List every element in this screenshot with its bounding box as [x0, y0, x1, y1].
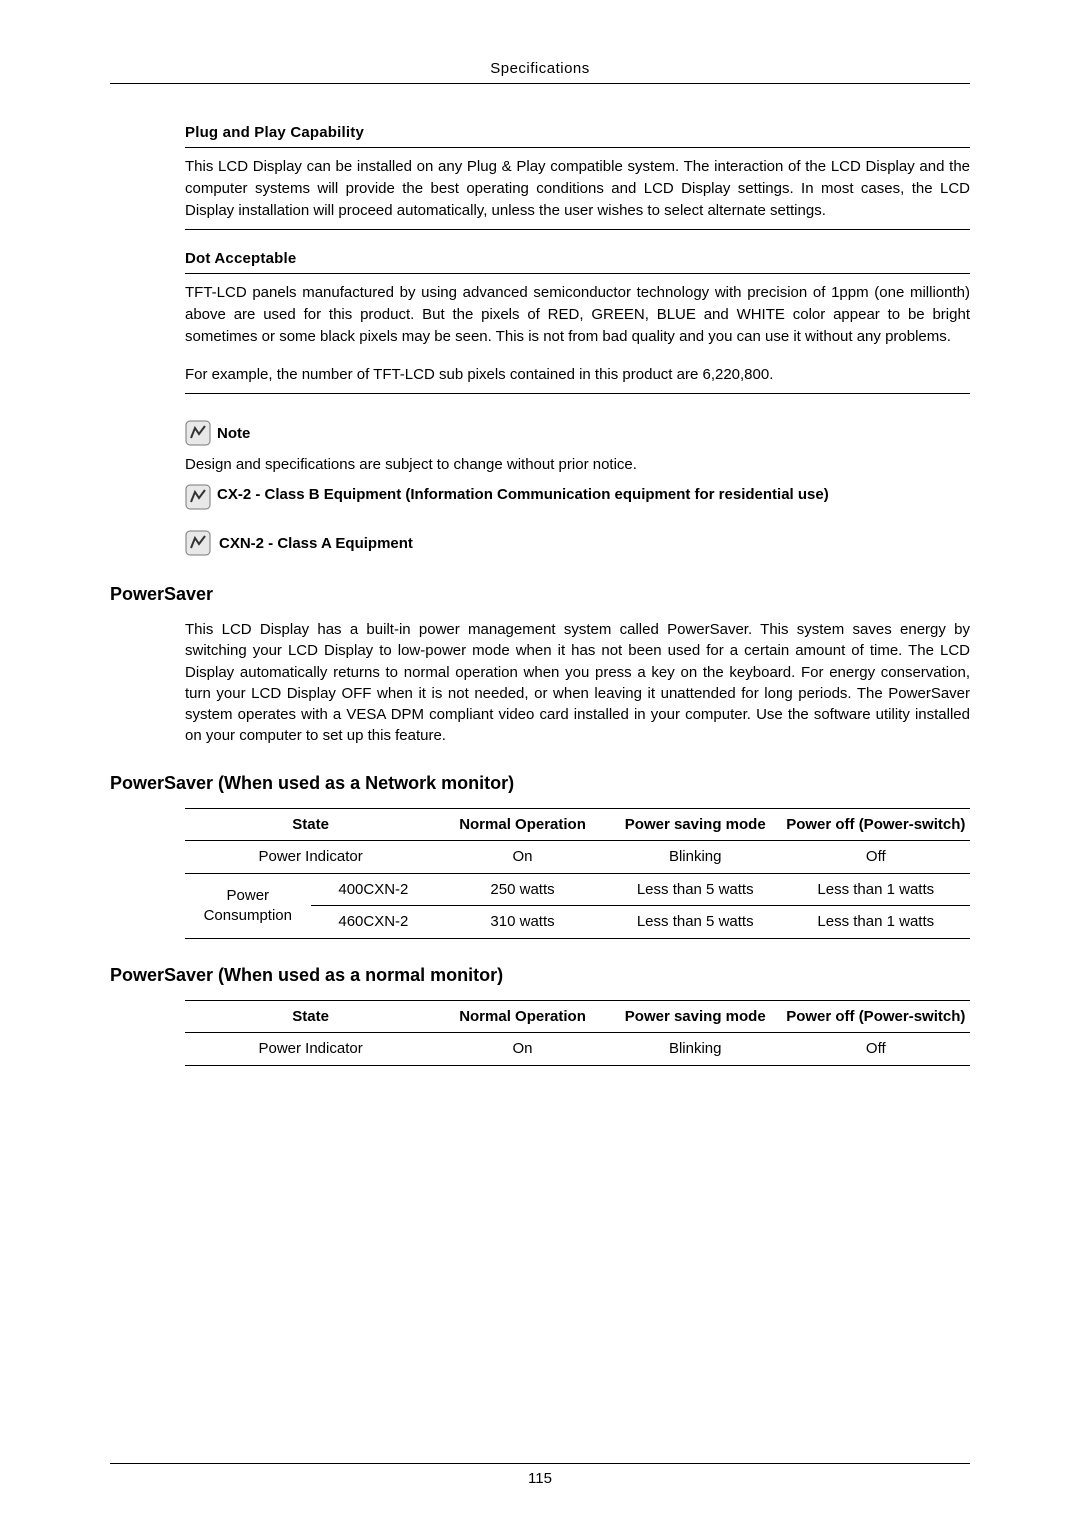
table-row: Power Consumption 400CXN-2 250 watts Les… — [185, 873, 970, 906]
cxn2-line: CXN-2 - Class A Equipment — [185, 530, 970, 556]
cell-off: Less than 1 watts — [782, 906, 970, 939]
dot-acceptable-body-1: TFT-LCD panels manufactured by using adv… — [185, 274, 970, 355]
table2-heading: PowerSaver (When used as a normal monito… — [110, 965, 970, 986]
cell-on: On — [436, 841, 609, 874]
note-icon — [185, 530, 211, 556]
note-block: Note Design and specifications are subje… — [185, 420, 970, 556]
cell-off: Less than 1 watts — [782, 873, 970, 906]
cx2-line: CX-2 - Class B Equipment (Information Co… — [185, 484, 970, 510]
col-off: Power off (Power-switch) — [782, 1000, 970, 1033]
note-icon — [185, 420, 211, 446]
page-number: 115 — [528, 1470, 552, 1487]
note-line: Note — [185, 420, 970, 446]
table-row: Power Indicator On Blinking Off — [185, 841, 970, 874]
note-body: Design and specifications are subject to… — [185, 454, 970, 476]
note-icon — [185, 484, 211, 510]
col-state: State — [185, 808, 436, 841]
page-container: Specifications Plug and Play Capability … — [0, 0, 1080, 1527]
table1-wrap: State Normal Operation Power saving mode… — [185, 808, 970, 939]
cell-normal: 310 watts — [436, 906, 609, 939]
table-row: Power Indicator On Blinking Off — [185, 1033, 970, 1066]
table-row: State Normal Operation Power saving mode… — [185, 808, 970, 841]
cell-on: On — [436, 1033, 609, 1066]
table1-heading: PowerSaver (When used as a Network monit… — [110, 773, 970, 794]
col-normal: Normal Operation — [436, 1000, 609, 1033]
cell-model: 460CXN-2 — [311, 906, 437, 939]
col-saving: Power saving mode — [609, 1000, 782, 1033]
plug-play-heading: Plug and Play Capability — [185, 124, 970, 148]
cxn2-text: CXN-2 - Class A Equipment — [219, 535, 413, 552]
cell-saving: Less than 5 watts — [609, 906, 782, 939]
col-off: Power off (Power-switch) — [782, 808, 970, 841]
dot-acceptable-heading: Dot Acceptable — [185, 250, 970, 274]
col-normal: Normal Operation — [436, 808, 609, 841]
plug-play-body: This LCD Display can be installed on any… — [185, 148, 970, 230]
table-network-monitor: State Normal Operation Power saving mode… — [185, 808, 970, 939]
spec-block-plug-play: Plug and Play Capability This LCD Displa… — [185, 124, 970, 230]
cell-off: Off — [782, 1033, 970, 1066]
cell-off: Off — [782, 841, 970, 874]
cell-model: 400CXN-2 — [311, 873, 437, 906]
col-state: State — [185, 1000, 436, 1033]
cx2-text: CX-2 - Class B Equipment (Information Co… — [217, 484, 829, 507]
page-footer: 115 — [110, 1463, 970, 1487]
table-normal-monitor: State Normal Operation Power saving mode… — [185, 1000, 970, 1066]
cell-blinking: Blinking — [609, 841, 782, 874]
powersaver-body: This LCD Display has a built-in power ma… — [185, 619, 970, 747]
note-label: Note — [217, 425, 250, 442]
table2-wrap: State Normal Operation Power saving mode… — [185, 1000, 970, 1066]
col-saving: Power saving mode — [609, 808, 782, 841]
running-head: Specifications — [110, 60, 970, 84]
cell-blinking: Blinking — [609, 1033, 782, 1066]
cell-normal: 250 watts — [436, 873, 609, 906]
cell-saving: Less than 5 watts — [609, 873, 782, 906]
powersaver-heading: PowerSaver — [110, 584, 970, 605]
cell-consumption-label: Power Consumption — [185, 873, 311, 938]
cell-power-indicator: Power Indicator — [185, 1033, 436, 1066]
spec-block-dot-acceptable: Dot Acceptable TFT-LCD panels manufactur… — [185, 250, 970, 394]
cell-power-indicator: Power Indicator — [185, 841, 436, 874]
table-row: State Normal Operation Power saving mode… — [185, 1000, 970, 1033]
dot-acceptable-body-2: For example, the number of TFT-LCD sub p… — [185, 356, 970, 395]
